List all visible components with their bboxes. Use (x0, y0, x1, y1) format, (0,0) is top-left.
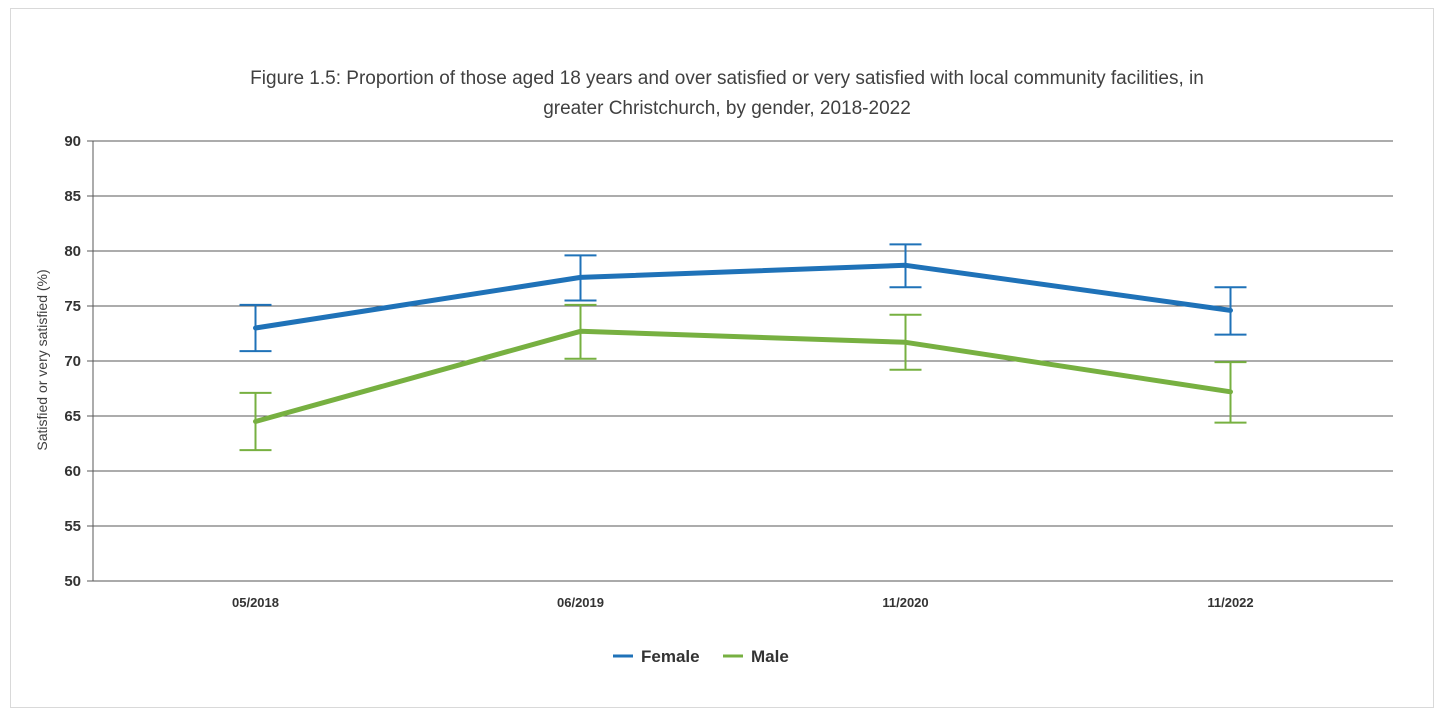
y-tick-label: 60 (64, 463, 81, 480)
legend-label: Female (641, 647, 700, 666)
x-tick-label: 05/2018 (232, 595, 279, 610)
y-axis-ticks: 50 55 60 65 70 75 80 85 90 (64, 133, 81, 590)
x-axis-ticks: 05/2018 06/2019 11/2020 11/2022 (232, 595, 1254, 610)
x-tick-label: 11/2022 (1207, 595, 1253, 610)
chart-title: Figure 1.5: Proportion of those aged 18 … (250, 68, 1204, 89)
legend-item-male: Male (723, 647, 789, 666)
x-tick-label: 06/2019 (557, 595, 604, 610)
series-line-female (256, 265, 1231, 328)
legend: Female Male (613, 647, 789, 666)
gridlines (87, 141, 1393, 581)
legend-label: Male (751, 647, 789, 666)
y-tick-label: 90 (64, 133, 81, 150)
y-tick-label: 65 (64, 408, 81, 425)
series-group (240, 244, 1247, 450)
y-tick-label: 70 (64, 353, 81, 370)
y-tick-label: 75 (64, 298, 81, 315)
y-tick-label: 85 (64, 188, 81, 205)
series-line-male (256, 331, 1231, 421)
chart-title-line2: greater Christchurch, by gender, 2018-20… (543, 98, 911, 119)
x-tick-label: 11/2020 (882, 595, 928, 610)
series-male (240, 305, 1247, 450)
legend-item-female: Female (613, 647, 700, 666)
y-axis-label: Satisfied or very satisfied (%) (34, 269, 50, 450)
y-tick-label: 50 (64, 573, 81, 590)
y-tick-label: 55 (64, 518, 81, 535)
y-tick-label: 80 (64, 243, 81, 260)
